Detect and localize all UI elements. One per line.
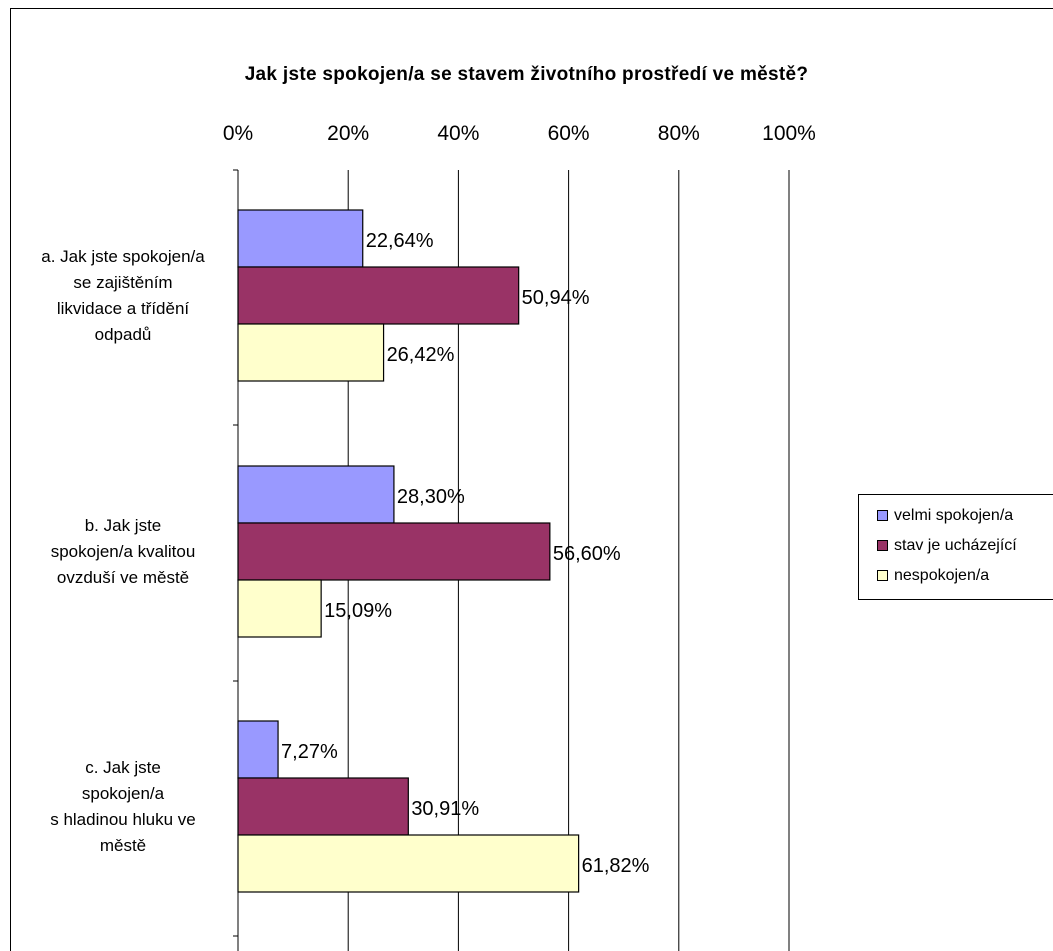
category-label: c. Jak jste spokojen/a s hladinou hluku ve…	[18, 755, 228, 859]
x-tick-label: 80%	[658, 122, 700, 145]
legend-swatch	[877, 540, 888, 551]
chart-frame	[10, 8, 1053, 951]
category-label-line: c. Jak jste	[85, 757, 161, 777]
x-tick-label: 0%	[223, 122, 253, 145]
data-label: 28,30%	[397, 486, 465, 508]
bar	[237, 522, 551, 581]
legend: velmi spokojen/a stav je ucházející nespok…	[858, 494, 1053, 600]
bar	[237, 465, 395, 524]
x-tick-label: 40%	[437, 122, 479, 145]
legend-swatch	[877, 570, 888, 581]
category-label-line: s hladinou hluku ve	[50, 809, 196, 829]
category-label-line: a. Jak jste spokojen/a	[41, 246, 205, 266]
bar	[237, 720, 279, 779]
category-label-line: spokojen/a kvalitou	[50, 541, 196, 561]
x-tick-label: 60%	[548, 122, 590, 145]
data-label: 50,94%	[522, 287, 590, 309]
chart-title: Jak jste spokojen/a se stavem životního …	[244, 64, 809, 85]
bar	[237, 579, 322, 638]
category-label-line: spokojen/a	[81, 783, 165, 803]
data-label: 26,42%	[387, 344, 455, 366]
category-label-line: b. Jak jste	[84, 515, 162, 535]
data-label: 22,64%	[366, 230, 434, 252]
category-label-line: se zajištěním	[73, 272, 173, 292]
legend-label: stav je ucházející	[894, 537, 1017, 554]
category-label-line: odpadů	[94, 324, 152, 344]
data-label: 30,91%	[411, 798, 479, 820]
category-label: a. Jak jste spokojen/a se zajištěním likvi…	[18, 244, 228, 348]
x-tick-label: 20%	[327, 122, 369, 145]
category-label-line: městě	[99, 835, 147, 855]
legend-label: velmi spokojen/a	[894, 507, 1014, 524]
data-label: 56,60%	[553, 543, 621, 565]
data-label: 15,09%	[324, 600, 392, 622]
category-label-line: likvidace a třídění	[56, 298, 190, 318]
bar	[237, 209, 364, 268]
bar	[237, 323, 385, 382]
category-label: b. Jak jste spokojen/a kvalitou ovzduší ve…	[18, 513, 228, 591]
bar	[237, 266, 520, 325]
x-tick-label: 100%	[762, 122, 816, 145]
bar	[237, 777, 409, 836]
data-label: 7,27%	[281, 741, 338, 763]
category-label-line: ovzduší ve městě	[56, 567, 190, 587]
legend-swatch	[877, 510, 888, 521]
legend-label: nespokojen/a	[894, 567, 990, 584]
bar	[237, 834, 580, 893]
data-label: 61,82%	[582, 855, 650, 877]
